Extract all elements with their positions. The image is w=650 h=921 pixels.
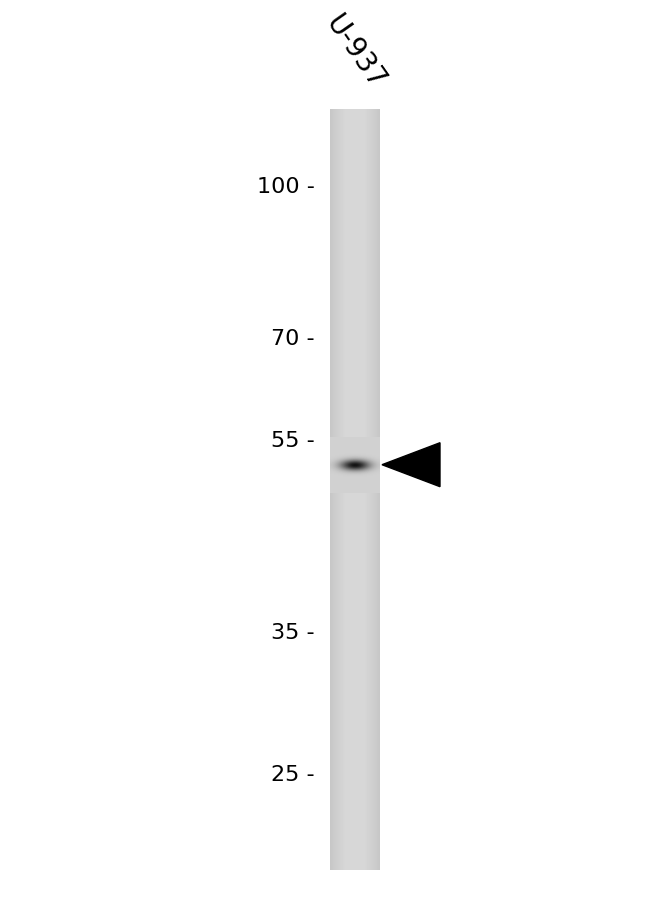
Text: 100 -: 100 -: [257, 178, 315, 197]
Text: 35 -: 35 -: [272, 623, 315, 643]
Text: 70 -: 70 -: [272, 329, 315, 349]
Text: U-937: U-937: [320, 11, 391, 95]
Text: 55 -: 55 -: [271, 431, 315, 451]
Text: 25 -: 25 -: [272, 765, 315, 786]
Polygon shape: [382, 443, 440, 486]
